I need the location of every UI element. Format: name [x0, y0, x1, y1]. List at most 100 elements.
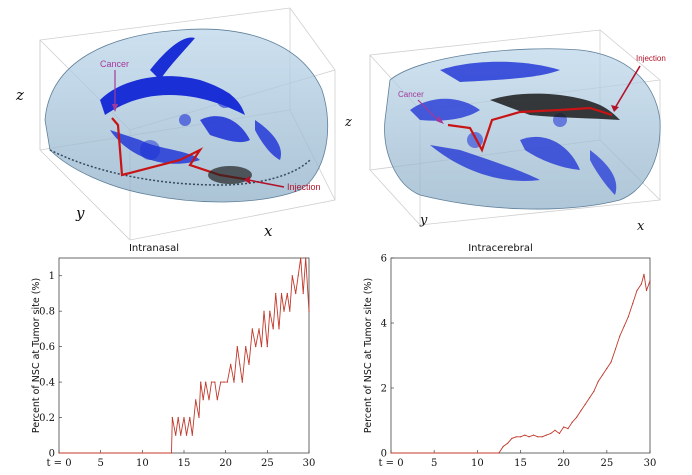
data-point — [524, 434, 526, 436]
axis-label-y-left: y — [75, 204, 85, 222]
data-point — [202, 399, 204, 401]
data-point — [230, 363, 232, 365]
data-point — [291, 275, 293, 277]
axis-label-x-right: x — [637, 219, 645, 234]
data-point — [251, 328, 253, 330]
y-tick-label: 0.8 — [39, 307, 55, 318]
x-tick-label: t = 0 — [378, 458, 403, 469]
data-point — [541, 436, 543, 438]
data-point — [567, 428, 569, 430]
data-point — [263, 310, 265, 312]
data-point — [627, 315, 630, 318]
data-point — [649, 280, 651, 282]
data-point — [260, 346, 263, 348]
x-tick-label: 20 — [219, 458, 232, 469]
data-point — [248, 363, 250, 365]
plot-frame — [390, 257, 651, 454]
plot-frame — [58, 257, 310, 454]
data-point — [550, 432, 552, 435]
injection-label-right: Injection — [636, 54, 666, 63]
axis-label-z-right: z — [344, 115, 352, 130]
data-point — [208, 399, 210, 401]
data-point — [502, 445, 504, 448]
data-point — [554, 429, 556, 431]
x-tick-label: 25 — [261, 458, 274, 469]
data-point — [643, 273, 645, 275]
data-point — [283, 310, 285, 312]
data-point — [507, 442, 509, 444]
data-point — [241, 381, 243, 383]
data-point — [601, 374, 604, 376]
data-point — [584, 403, 586, 405]
data-point — [189, 416, 191, 419]
chart-intranasal: Intranasal Percent of NSC at Tumor site (… — [31, 243, 315, 469]
cancer-label-right: Cancer — [398, 90, 424, 99]
data-point — [640, 283, 643, 285]
data-point — [589, 397, 591, 399]
data-point — [571, 421, 573, 423]
data-point — [511, 437, 513, 439]
data-point — [545, 434, 548, 436]
data-point — [636, 289, 638, 292]
data-point — [558, 432, 561, 435]
data-point — [576, 416, 578, 418]
chart-intracerebral: Intracerebral Percent of NSC at Tumor sit… — [363, 243, 656, 469]
y-axis-label: Percent of NSC at Tumor site (%) — [363, 278, 374, 433]
injection-label-left: Injection — [287, 182, 321, 192]
x-tick-label: 30 — [644, 458, 657, 469]
x-tick-label: 5 — [431, 458, 437, 469]
data-point — [233, 381, 235, 383]
data-point — [269, 310, 271, 312]
data-point — [610, 361, 612, 363]
x-tick-label: 10 — [136, 458, 149, 469]
data-point — [308, 310, 310, 312]
data-point — [258, 328, 260, 330]
data-point — [619, 335, 621, 337]
data-point — [177, 416, 179, 419]
y-tick-label: 0.4 — [39, 378, 55, 389]
data-point — [180, 434, 182, 436]
data-point — [58, 452, 60, 454]
y-tick-label: 0.2 — [39, 413, 55, 424]
axis-label-x-left: x — [264, 222, 273, 240]
data-point — [223, 381, 225, 383]
data-point — [272, 328, 274, 330]
y-tick-label: 2 — [381, 384, 387, 395]
data-point — [175, 434, 177, 436]
data-point — [295, 292, 297, 295]
y-tick-label: 0 — [49, 449, 55, 460]
x-tick-label: 25 — [600, 458, 613, 469]
data-point — [191, 434, 193, 436]
data-point — [170, 452, 173, 454]
data-point — [280, 292, 283, 295]
data-point — [297, 275, 299, 277]
data-point — [632, 302, 634, 305]
x-tick-label: t = 0 — [46, 458, 71, 469]
data-point — [266, 346, 268, 348]
migration-path-right — [447, 106, 613, 153]
series-line-intranasal — [59, 257, 310, 454]
data-point — [305, 257, 307, 259]
data-point — [390, 452, 392, 454]
data-point — [614, 348, 617, 350]
data-point — [302, 292, 304, 295]
data-point — [515, 436, 517, 438]
data-point — [185, 434, 188, 436]
data-point — [645, 289, 648, 292]
y-axis-label: Percent of NSC at Tumor site (%) — [31, 278, 42, 433]
x-tick-label: 15 — [514, 458, 527, 469]
brain-3d-intracerebral: Cancer Injection z y x — [344, 29, 666, 234]
data-point — [210, 381, 213, 383]
data-point — [623, 325, 625, 327]
data-point — [198, 416, 200, 419]
data-point — [580, 410, 582, 412]
cancer-label-left: Cancer — [100, 59, 129, 69]
data-point — [532, 434, 535, 436]
data-point — [205, 381, 207, 383]
x-tick-label: 20 — [557, 458, 570, 469]
y-tick-label: 1 — [49, 271, 55, 282]
y-tick-label: 0 — [381, 449, 387, 460]
x-tick-label: 5 — [97, 458, 103, 469]
axis-label-z-left: z — [15, 86, 24, 104]
